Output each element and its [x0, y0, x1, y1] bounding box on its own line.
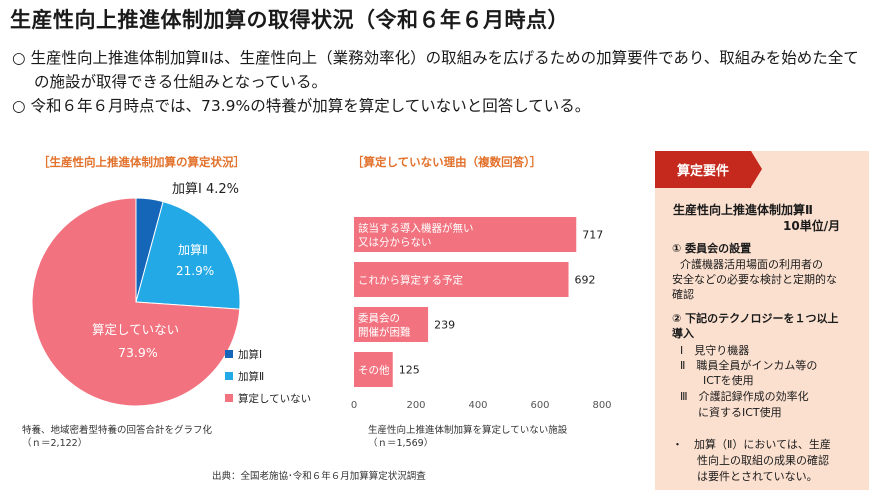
- item1-line3: 確認: [672, 288, 694, 301]
- legend-label-none: 算定していない: [238, 392, 311, 405]
- pie-note-line2: （ｎ＝2,122）: [22, 438, 88, 449]
- panel-note-line3: は要件とされていない。: [697, 470, 818, 483]
- pie-chart-title: ［生産性向上推進体制加算の算定状況］: [38, 155, 245, 169]
- item1-line2: 安全などの必要な検討と定期的な: [672, 273, 837, 286]
- legend-swatch-kasan2: [225, 372, 233, 380]
- item2-title-1: ② 下記のテクノロジーを１つ以上: [672, 312, 839, 325]
- item1-line1: 介護機器活用場面の利用者の: [680, 258, 823, 271]
- bar-category-label: これから算定する予定: [358, 274, 463, 287]
- bar-value-label: 125: [399, 364, 420, 377]
- pie-label-none-name: 算定していない: [92, 322, 179, 337]
- bullet-2: ○ 令和６年６月時点では、73.9%の特養が加算を算定していないと回答している。: [12, 97, 591, 115]
- x-tick-label: 600: [530, 400, 549, 411]
- requirements-panel: [655, 151, 869, 490]
- item2-title-2: 導入: [672, 327, 694, 340]
- pie-slice-kasan2: [135, 200, 241, 310]
- panel-heading-2: 10単位/月: [783, 219, 841, 233]
- requirements-tag: 算定要件: [655, 151, 762, 188]
- bar-category-label: 該当する導入機器が無い: [358, 222, 474, 235]
- tech-item-2-line2: ICTを使用: [703, 374, 754, 387]
- pie-label-kasan2-name: 加算Ⅱ: [178, 242, 208, 257]
- summary-bullets: ○ 生産性向上推進体制加算Ⅱは、生産性向上（業務効率化）の取組みを広げるための加…: [12, 46, 872, 118]
- bar-category-label: 又は分からない: [358, 237, 432, 249]
- legend-swatch-kasan1: [225, 350, 233, 358]
- panel-note-line1: ・ 加算（Ⅱ）においては、生産: [672, 438, 831, 451]
- bar-category-label: その他: [358, 364, 390, 377]
- tech-item-3-line1: Ⅲ 介護記録作成の効率化: [680, 390, 809, 403]
- pie-label-kasan1: 加算Ⅰ 4.2%: [172, 182, 239, 197]
- legend-swatch-none: [225, 394, 233, 402]
- bar-note-line1: 生産性向上推進体制加算を算定していない施設: [368, 425, 568, 436]
- pie-note-line1: 特養、地域密着型特養の回答合計をグラフ化: [22, 425, 213, 436]
- bullet-1: ○ 生産性向上推進体制加算Ⅱは、生産性向上（業務効率化）の取組みを広げるための加…: [12, 49, 859, 91]
- bar-chart-title: ［算定していない理由（複数回答）］: [352, 155, 542, 169]
- pie-legend: 加算Ⅰ 加算Ⅱ 算定していない: [225, 348, 311, 405]
- pie-note: 特養、地域密着型特養の回答合計をグラフ化 （ｎ＝2,122）: [22, 424, 212, 450]
- pie-chart: 加算Ⅰ 4.2% 加算Ⅱ 21.9% 算定していない 73.9% 加算Ⅰ 加算Ⅱ…: [31, 182, 311, 407]
- item1-title: ① 委員会の設置: [672, 242, 752, 255]
- legend-label-kasan2: 加算Ⅱ: [238, 370, 264, 383]
- pie-slice-none: [31, 197, 241, 407]
- tech-item-2-line1: Ⅱ 職員全員がインカム等の: [680, 359, 818, 372]
- bar-category-label: 開催が困難: [358, 326, 411, 339]
- pie-label-kasan2-value: 21.9%: [176, 264, 214, 278]
- bar-note: 生産性向上推進体制加算を算定していない施設 （ｎ＝1,569）: [368, 424, 567, 450]
- bar-value-label: 239: [434, 319, 455, 332]
- bar-4: [354, 352, 393, 387]
- x-tick-label: 200: [406, 400, 425, 411]
- panel-heading-1: 生産性向上推進体制加算Ⅱ: [673, 203, 813, 217]
- bar-value-label: 717: [582, 229, 603, 242]
- bar-3: [354, 307, 429, 342]
- bar-value-label: 692: [575, 274, 596, 287]
- panel-note-line2: 性向上の取組の成果の確認: [697, 454, 829, 467]
- bar-category-label: 委員会の: [358, 312, 400, 325]
- x-tick-label: 0: [351, 400, 357, 411]
- page-title: 生産性向上推進体制加算の取得状況（令和６年６月時点）: [10, 8, 569, 32]
- bar-2: [354, 262, 569, 297]
- bar-note-line2: （ｎ＝1,569）: [368, 438, 434, 449]
- x-tick-label: 800: [592, 400, 611, 411]
- tech-item-1: Ⅰ 見守り機器: [680, 344, 750, 357]
- pie-label-none-value: 73.9%: [118, 345, 158, 360]
- x-tick-label: 400: [468, 400, 487, 411]
- legend-label-kasan1: 加算Ⅰ: [238, 348, 262, 361]
- source-note: 出典：全国老施協･令和６年６月加算算定状況調査: [212, 471, 426, 482]
- tech-item-3-line2: に資するICT使用: [698, 406, 782, 419]
- bar-1: [354, 217, 577, 252]
